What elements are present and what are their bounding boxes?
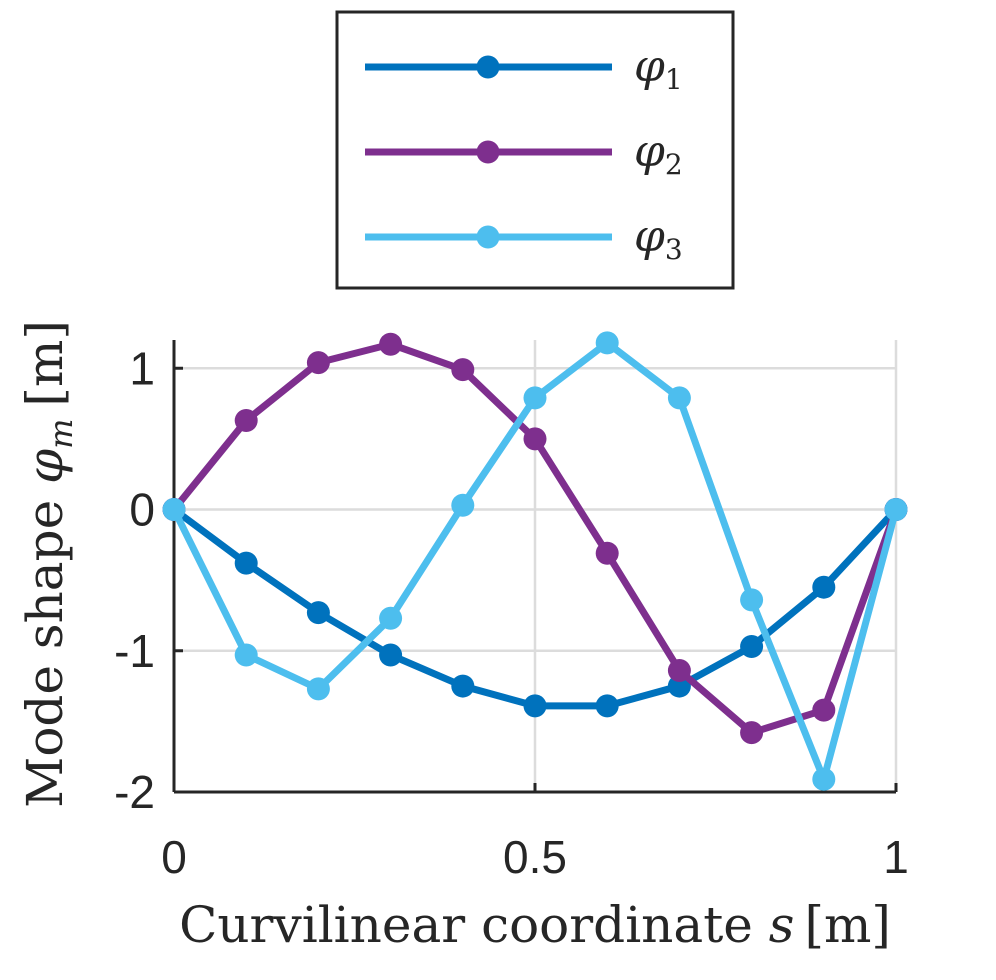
series-1-point-3 xyxy=(379,643,403,667)
series-1-point-4 xyxy=(451,674,475,698)
series-3-point-7 xyxy=(667,386,691,410)
legend-marker-2 xyxy=(476,140,500,164)
x-tick-label-1: 0.5 xyxy=(503,831,567,883)
series-2-point-3 xyxy=(379,332,403,356)
legend-label-2: φ2 xyxy=(634,126,683,181)
y-axis-label: Mode shape φm[m] xyxy=(16,320,80,808)
series-3-point-1 xyxy=(234,643,258,667)
legend-label-1: φ1 xyxy=(634,41,683,96)
series-3 xyxy=(162,331,908,791)
series-3-point-3 xyxy=(379,606,403,630)
series-3-point-6 xyxy=(595,331,619,355)
x-tick-label-0: 0 xyxy=(161,831,187,883)
y-tick-label-0: -2 xyxy=(114,766,155,818)
y-tick-label-1: -1 xyxy=(114,625,155,677)
series-2-point-2 xyxy=(306,351,330,375)
axes xyxy=(172,340,898,794)
legend: φ1 φ2 φ3 xyxy=(335,10,735,290)
legend-marker-3 xyxy=(476,225,500,249)
series-3-point-8 xyxy=(740,588,764,612)
series-3-point-4 xyxy=(451,493,475,517)
series-1-point-9 xyxy=(812,575,836,599)
series-2-point-8 xyxy=(740,721,764,745)
series-3-point-5 xyxy=(523,386,547,410)
series-1-point-2 xyxy=(306,601,330,625)
series-1-point-5 xyxy=(523,694,547,718)
legend-label-3: φ3 xyxy=(634,211,683,266)
series-2-point-4 xyxy=(451,358,475,382)
series-3-point-0 xyxy=(162,498,186,521)
y-tick-label-3: 1 xyxy=(129,342,155,394)
series-2-point-1 xyxy=(234,409,258,433)
series-2-point-5 xyxy=(523,427,547,451)
series-3-point-10 xyxy=(884,498,908,521)
series-2-point-6 xyxy=(595,541,619,565)
series-3-point-9 xyxy=(812,767,836,791)
series-2-point-7 xyxy=(667,659,691,683)
series xyxy=(162,331,908,791)
series-2-point-9 xyxy=(812,698,836,722)
series-3-point-2 xyxy=(306,677,330,701)
x-tick-label-2: 1 xyxy=(883,831,909,883)
series-1-point-6 xyxy=(595,694,619,718)
y-tick-label-2: 0 xyxy=(129,484,155,536)
series-1-point-8 xyxy=(740,635,764,659)
series-1-point-1 xyxy=(234,551,258,575)
legend-marker-1 xyxy=(476,55,500,79)
tick-labels: 0 0.5 1 -2 -1 0 1 xyxy=(114,342,909,883)
x-axis-label: Curvilinear coordinate s [m] xyxy=(179,896,891,954)
